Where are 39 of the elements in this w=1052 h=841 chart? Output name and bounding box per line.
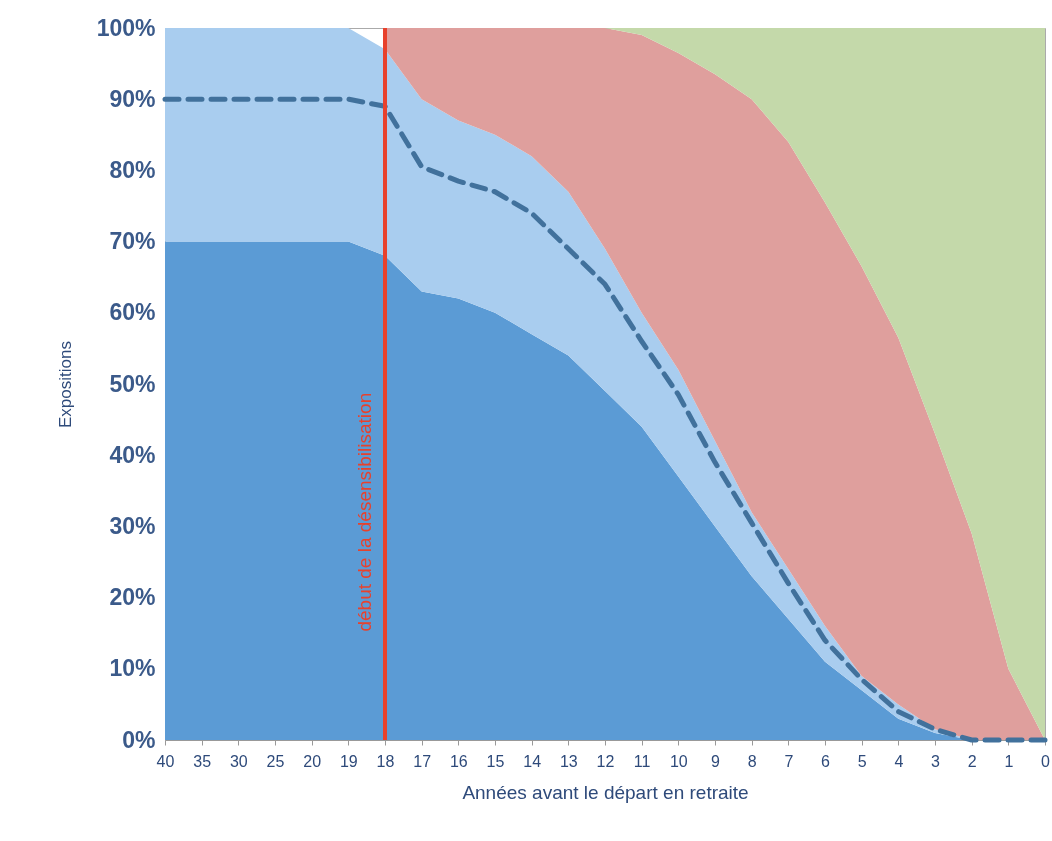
x-tick-label: 1 — [1004, 752, 1014, 770]
x-tick-label: 20 — [303, 752, 322, 770]
x-tick-label: 2 — [967, 752, 977, 770]
x-tick-label: 12 — [596, 752, 615, 770]
x-tick-label: 30 — [229, 752, 248, 770]
x-tick-label: 40 — [156, 752, 175, 770]
x-tick-label: 35 — [193, 752, 212, 770]
x-tick-label: 14 — [523, 752, 542, 770]
y-tick-label: 40% — [109, 441, 156, 468]
x-tick-label: 13 — [559, 752, 578, 770]
x-tick-label: 7 — [784, 752, 794, 770]
y-tick-label: 80% — [109, 156, 156, 183]
x-tick-label: 18 — [376, 752, 395, 770]
y-tick-label: 10% — [109, 655, 156, 682]
y-tick-label: 0% — [122, 726, 156, 753]
y-tick-label: 100% — [96, 14, 156, 41]
y-tick-label: 60% — [109, 299, 156, 326]
x-tick-label: 6 — [821, 752, 831, 770]
x-tick-label: 11 — [633, 752, 651, 770]
ref-line-label: début de la désensibilisation — [354, 392, 375, 632]
x-tick-label: 25 — [266, 752, 285, 770]
y-tick-label: 50% — [109, 370, 156, 397]
x-tick-label: 17 — [413, 752, 432, 770]
x-axis-title: Années avant le départ en retraite — [462, 781, 749, 803]
x-tick-label: 0 — [1041, 752, 1051, 770]
x-tick-label: 19 — [339, 752, 358, 770]
y-tick-label: 20% — [109, 584, 156, 611]
x-tick-label: 4 — [894, 752, 904, 770]
x-tick-label: 16 — [449, 752, 468, 770]
y-axis-title: Expositions — [55, 341, 75, 428]
x-tick-label: 15 — [486, 752, 505, 770]
x-tick-label: 3 — [931, 752, 941, 770]
x-tick-label: 10 — [669, 752, 688, 770]
y-tick-label: 30% — [109, 512, 156, 539]
x-tick-label: 8 — [747, 752, 757, 770]
x-tick-label: 5 — [857, 752, 867, 770]
x-tick-label: 9 — [711, 752, 721, 770]
y-tick-label: 70% — [109, 228, 156, 255]
y-tick-label: 90% — [109, 85, 156, 112]
